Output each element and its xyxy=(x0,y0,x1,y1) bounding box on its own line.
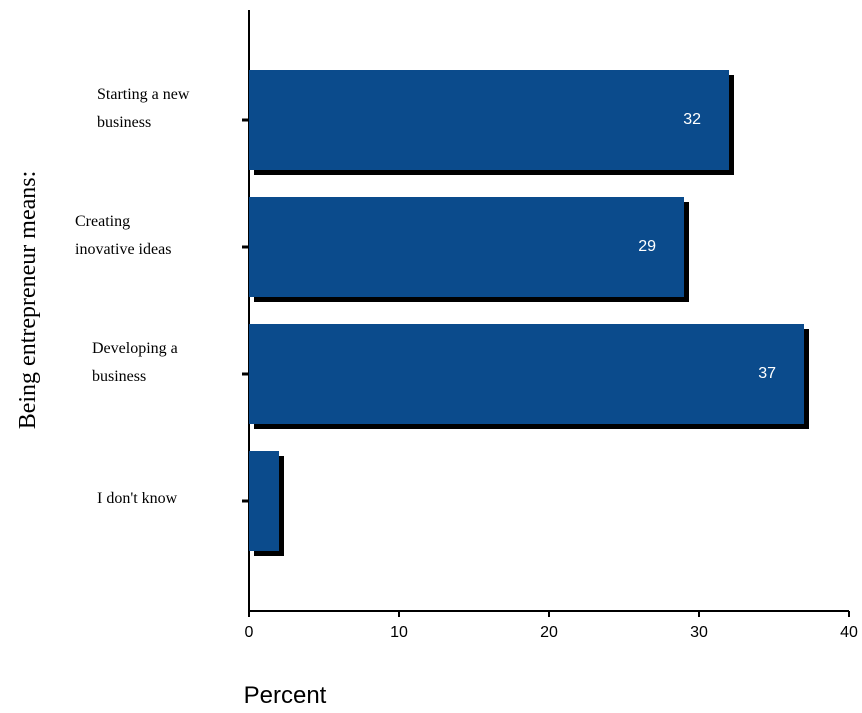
category-label: I don't know xyxy=(97,490,178,507)
bar xyxy=(249,451,279,551)
x-tick-label: 0 xyxy=(245,624,254,641)
y-axis-title: Being entrepreneur means: xyxy=(15,171,41,430)
category-label: Developing a business xyxy=(92,340,178,385)
bar xyxy=(249,324,804,424)
category-label: Starting a new business xyxy=(97,86,190,131)
x-axis-title: Percent xyxy=(244,682,327,709)
x-tick-label: 40 xyxy=(840,624,858,641)
bar xyxy=(249,70,729,170)
bars xyxy=(249,70,809,556)
x-tick-label: 10 xyxy=(390,624,408,641)
bar-value-label: 37 xyxy=(758,365,776,382)
bar xyxy=(249,197,684,297)
x-tick-label: 30 xyxy=(690,624,708,641)
bar-value-label: 29 xyxy=(638,238,656,255)
bar-value-label: 32 xyxy=(683,111,701,128)
labels: 0 10 20 30 40 32 Starting a new business 29 Creat… xyxy=(75,86,858,641)
x-tick-label: 20 xyxy=(540,624,558,641)
category-label: Creating inovative ideas xyxy=(75,213,171,258)
